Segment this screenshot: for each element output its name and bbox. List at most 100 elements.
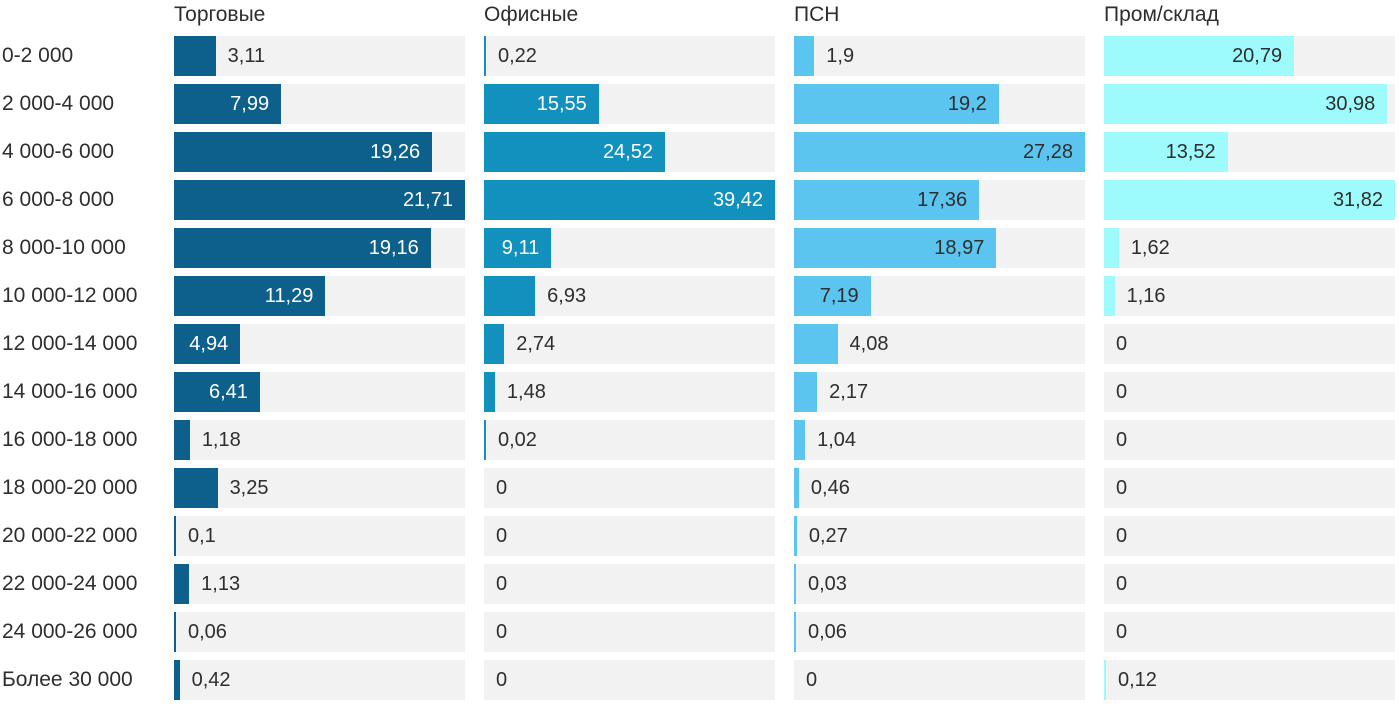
value-label: 3,25 [229,477,269,499]
value-label: 6,41 [208,381,248,403]
bar-track: 0,06 [174,612,465,652]
bar-track: 19,16 [174,228,465,268]
value-label: 0,1 [188,525,216,547]
bar: 27,28 [794,132,1085,172]
bar [794,324,838,364]
bar-track: 1,48 [484,372,775,412]
chart-row: 10 000-12 000 11,29 6,93 7,19 1,16 [0,276,1395,316]
value-label: 7,19 [819,285,859,307]
bar [794,468,799,508]
bar: 7,99 [174,84,282,124]
bar [174,420,190,460]
bar-track: 11,29 [174,276,465,316]
bar [1104,276,1115,316]
value-label: 0 [496,669,508,691]
bar: 19,26 [174,132,433,172]
bar [794,372,818,412]
value-label: 1,62 [1130,237,1170,259]
row-label: 4 000-6 000 [2,140,115,163]
bar-track: 1,18 [174,420,465,460]
bar [794,420,806,460]
bar [174,516,176,556]
value-label: 0 [1116,477,1128,499]
bar [174,660,180,700]
value-label: 0 [1116,621,1128,643]
bar-track: 24,52 [484,132,775,172]
value-label: 0 [1116,381,1128,403]
value-label: 0,27 [808,525,848,547]
value-label: 3,11 [227,45,266,67]
value-label: 4,08 [849,333,889,355]
bar: 6,41 [174,372,260,412]
bar-track: 18,97 [794,228,1085,268]
bar [794,564,796,604]
bar [484,420,486,460]
bar-track: 1,62 [1104,228,1395,268]
bar: 18,97 [794,228,997,268]
chart-row: 16 000-18 000 1,18 0,02 1,04 0 [0,420,1395,460]
column-header-ofisnye: Офисные [484,3,579,26]
bar-track: 0,27 [794,516,1085,556]
row-label: 18 000-20 000 [2,476,138,499]
bar-track: 1,13 [174,564,465,604]
bar-track: 0,46 [794,468,1085,508]
bar-track: 4,08 [794,324,1085,364]
chart-row: 4 000-6 000 19,26 24,52 27,28 13,52 [0,132,1395,172]
chart-row: 18 000-20 000 3,25 0 0,46 0 [0,468,1395,508]
bar-track: 2,74 [484,324,775,364]
bar-track: 4,94 [174,324,465,364]
value-label: 11,29 [264,285,314,307]
chart-row: 12 000-14 000 4,94 2,74 4,08 0 [0,324,1395,364]
bar-track: 0 [1104,612,1395,652]
bar: 24,52 [484,132,665,172]
value-label: 0,06 [188,621,227,643]
bar-track: 0,22 [484,36,775,76]
bar-track: 3,11 [174,36,465,76]
chart-row: 0-2 000 3,11 0,22 1,9 20,79 [0,36,1395,76]
bar-track: 1,9 [794,36,1085,76]
value-label: 0 [496,573,508,595]
chart-row: Более 30 000 0,42 0 0 0,12 [0,660,1395,700]
row-label: 14 000-16 000 [2,380,138,403]
bar-track: 31,82 [1104,180,1395,220]
bar-track: 0 [1104,372,1395,412]
bar [484,276,536,316]
bar-track: 6,41 [174,372,465,412]
bar: 39,42 [484,180,775,220]
row-label: 24 000-26 000 [2,620,138,643]
bar [1104,660,1106,700]
row-label: 12 000-14 000 [2,332,138,355]
grouped-bar-chart: Торговые Офисные ПСН Пром/склад 0-2 000 3… [0,2,1395,700]
chart-row: 22 000-24 000 1,13 0 0,03 0 [0,564,1395,604]
value-label: 2,74 [516,333,556,355]
column-header-prom-sklad: Пром/склад [1104,3,1219,26]
bar-track: 15,55 [484,84,775,124]
value-label: 7,99 [230,93,270,115]
bar-track: 27,28 [794,132,1085,172]
bar-track: 30,98 [1104,84,1395,124]
bar [174,612,176,652]
value-label: 6,93 [547,285,587,307]
value-label: 0 [496,477,508,499]
bar-track: 0,1 [174,516,465,556]
bar [484,324,505,364]
column-headers: Торговые Офисные ПСН Пром/склад [0,2,1395,28]
row-label: 10 000-12 000 [2,284,138,307]
value-label: 1,9 [826,45,855,67]
bar-track: 0,12 [1104,660,1395,700]
value-label: 0 [806,669,818,691]
bar: 20,79 [1104,36,1295,76]
value-label: 21,71 [402,189,453,211]
bar: 30,98 [1104,84,1388,124]
value-label: 13,52 [1165,141,1216,163]
value-label: 0,02 [498,429,537,451]
row-label: Более 30 000 [2,668,133,691]
value-label: 2,17 [829,381,869,403]
value-label: 0,46 [810,477,850,499]
bar [794,516,797,556]
bar-track: 0 [794,660,1085,700]
bar [1104,228,1119,268]
bar-track: 0,06 [794,612,1085,652]
value-label: 0 [1116,333,1128,355]
bar-track: 0 [1104,468,1395,508]
